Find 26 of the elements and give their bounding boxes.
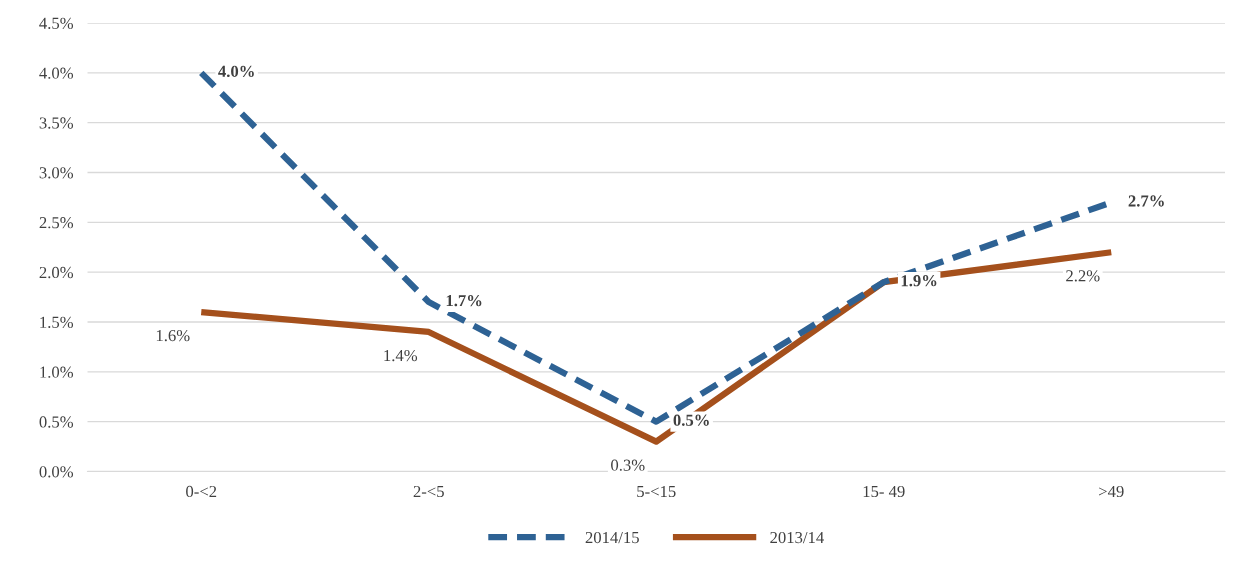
data-label: 1.6%	[156, 329, 190, 342]
y-tick-label: 0.5%	[39, 416, 74, 428]
y-tick-label: 3.0%	[39, 167, 74, 179]
x-tick-label: 5-<15	[637, 485, 676, 498]
data-label: 0.3%	[611, 459, 645, 471]
y-tick-label: 0.0%	[39, 466, 74, 478]
data-label: 4.0%	[218, 65, 254, 78]
x-tick-label: 15- 49	[863, 485, 905, 498]
legend-label: 2013/14	[770, 531, 824, 544]
x-tick-label: 0-<2	[186, 485, 217, 498]
y-tick-label: 2.5%	[39, 217, 74, 229]
x-tick-label: >49	[1099, 485, 1124, 498]
data-label: 1.7%	[446, 294, 482, 307]
y-tick-label: 2.0%	[39, 266, 74, 279]
data-label: 2.7%	[1128, 195, 1164, 207]
y-tick-label: 1.5%	[40, 316, 74, 329]
data-label: 2.2%	[1066, 270, 1100, 282]
data-label: 1.4%	[384, 349, 418, 362]
x-tick-label: 2-<5	[413, 485, 444, 498]
y-tick-label: 3.5%	[39, 117, 74, 129]
legend-label: 2014/15	[585, 531, 639, 544]
y-tick-label: 4.5%	[39, 17, 74, 30]
y-tick-label: 4.0%	[39, 67, 74, 79]
y-tick-label: 1.0%	[40, 366, 74, 378]
data-label: 1.9%	[901, 275, 937, 287]
data-label: 0.5%	[673, 414, 709, 426]
